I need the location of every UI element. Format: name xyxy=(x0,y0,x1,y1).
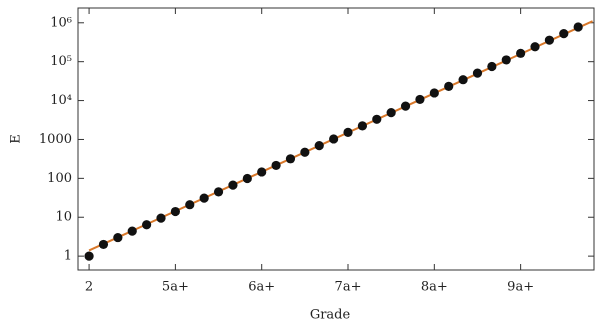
data-point xyxy=(429,88,439,98)
data-point xyxy=(228,180,238,190)
data-point xyxy=(573,22,583,32)
data-point xyxy=(185,200,195,210)
data-point xyxy=(530,42,540,52)
data-point xyxy=(559,29,569,39)
data-point xyxy=(213,187,224,197)
y-tick-label: 100 xyxy=(47,171,72,186)
data-point xyxy=(343,127,353,137)
data-point xyxy=(415,94,425,105)
data-point xyxy=(400,101,411,111)
data-point xyxy=(242,173,252,184)
data-point xyxy=(516,48,526,58)
data-point xyxy=(142,220,152,230)
data-point xyxy=(98,239,109,250)
y-tick-label: 1000 xyxy=(39,132,72,147)
data-point xyxy=(472,68,483,78)
x-tick-label: 2 xyxy=(85,280,93,295)
data-point xyxy=(156,213,166,223)
data-point xyxy=(285,154,296,164)
y-tick-label: 10⁵ xyxy=(50,54,72,69)
x-tick-label: 5a+ xyxy=(162,280,189,295)
data-point xyxy=(372,114,382,124)
data-point xyxy=(487,61,497,72)
x-tick-label: 7a+ xyxy=(335,280,362,295)
data-point xyxy=(329,134,339,144)
data-point xyxy=(444,81,454,91)
data-point xyxy=(257,167,267,177)
data-point xyxy=(544,35,555,45)
y-tick-label: 10⁴ xyxy=(50,93,72,108)
y-tick-label: 10 xyxy=(55,210,72,225)
x-tick-label: 8a+ xyxy=(421,280,448,295)
x-axis-label: Grade xyxy=(310,308,351,323)
data-point xyxy=(357,121,367,131)
data-point xyxy=(386,108,396,118)
data-point xyxy=(170,206,180,217)
data-point xyxy=(199,193,209,203)
data-point xyxy=(501,55,511,65)
data-point xyxy=(113,232,123,243)
data-point xyxy=(127,226,137,236)
data-point xyxy=(271,160,281,171)
y-axis-label: E xyxy=(9,134,24,144)
data-point xyxy=(458,75,468,85)
data-point xyxy=(84,251,94,261)
data-point xyxy=(300,147,310,157)
x-tick-label: 9a+ xyxy=(507,280,534,295)
y-tick-label: 10⁶ xyxy=(50,15,72,30)
x-tick-label: 6a+ xyxy=(248,280,275,295)
y-tick-label: 1 xyxy=(64,249,72,264)
data-point xyxy=(314,141,324,151)
